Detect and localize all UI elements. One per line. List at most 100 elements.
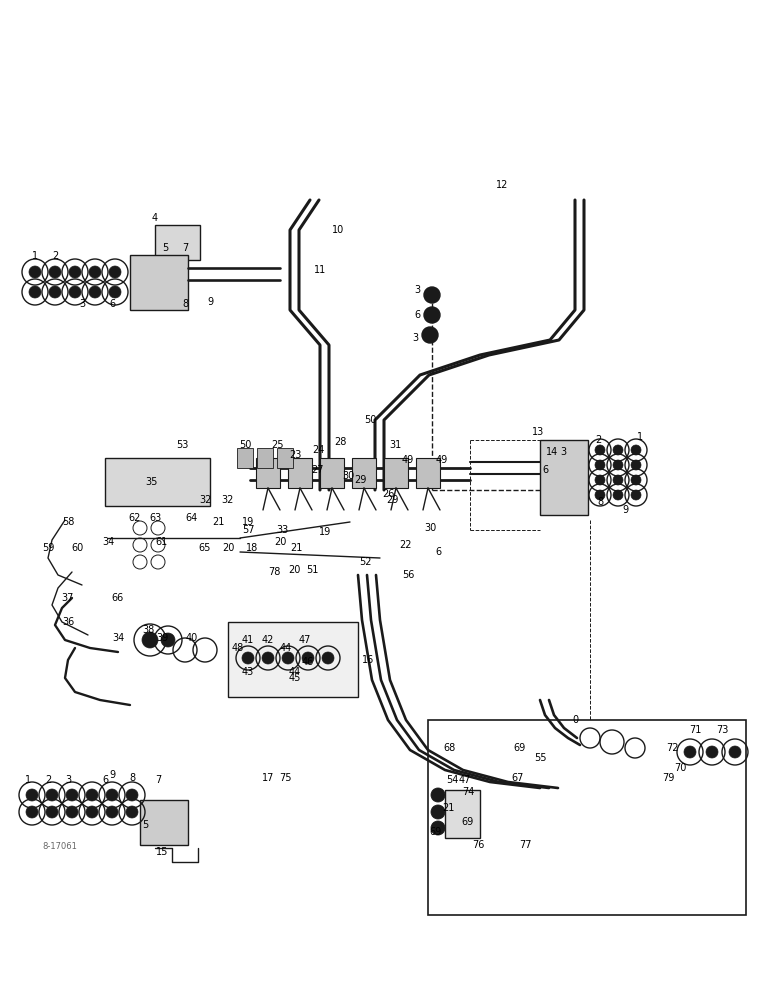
Circle shape — [595, 490, 605, 500]
Text: 5: 5 — [162, 243, 168, 253]
Text: 23: 23 — [289, 450, 301, 460]
Text: 75: 75 — [279, 773, 291, 783]
Text: 21: 21 — [212, 517, 224, 527]
Text: 71: 71 — [689, 725, 701, 735]
Text: 1: 1 — [32, 251, 38, 261]
Text: 3: 3 — [412, 333, 418, 343]
Circle shape — [595, 460, 605, 470]
Text: 6: 6 — [542, 465, 548, 475]
Text: 6: 6 — [109, 299, 115, 309]
Text: 1: 1 — [637, 432, 643, 442]
Text: 7: 7 — [182, 243, 188, 253]
Text: 67: 67 — [512, 773, 524, 783]
Circle shape — [46, 789, 58, 801]
Text: 41: 41 — [242, 635, 254, 645]
Circle shape — [613, 475, 623, 485]
Circle shape — [66, 806, 78, 818]
Text: 69: 69 — [514, 743, 527, 753]
Circle shape — [631, 475, 641, 485]
Text: 27: 27 — [312, 465, 324, 475]
Text: 29: 29 — [354, 475, 366, 485]
Text: 51: 51 — [306, 565, 318, 575]
Text: 10: 10 — [332, 225, 344, 235]
Circle shape — [86, 806, 98, 818]
Circle shape — [29, 286, 41, 298]
Text: 78: 78 — [268, 567, 280, 577]
Text: 6: 6 — [414, 310, 420, 320]
Text: 4: 4 — [152, 213, 158, 223]
Circle shape — [89, 286, 101, 298]
Text: 47: 47 — [299, 635, 311, 645]
Text: 50: 50 — [364, 415, 376, 425]
Circle shape — [86, 789, 98, 801]
Text: 69: 69 — [462, 817, 474, 827]
Bar — [140, 800, 188, 845]
Text: 44: 44 — [280, 643, 292, 653]
Bar — [416, 458, 440, 488]
Text: 13: 13 — [532, 427, 544, 437]
Text: 79: 79 — [662, 773, 674, 783]
Text: 19: 19 — [319, 527, 331, 537]
Text: 21: 21 — [290, 543, 302, 553]
Bar — [320, 458, 344, 488]
Text: 66: 66 — [112, 593, 124, 603]
Text: 30: 30 — [424, 523, 436, 533]
Text: 2: 2 — [595, 435, 601, 445]
Text: 36: 36 — [62, 617, 74, 627]
Text: 3: 3 — [414, 285, 420, 295]
Text: 0: 0 — [572, 715, 578, 725]
Text: 68: 68 — [444, 743, 456, 753]
Circle shape — [613, 445, 623, 455]
Text: 11: 11 — [314, 265, 326, 275]
Circle shape — [262, 652, 274, 664]
Text: 34: 34 — [112, 633, 124, 643]
Text: 47: 47 — [459, 775, 471, 785]
Circle shape — [26, 806, 38, 818]
Text: 45: 45 — [289, 673, 301, 683]
Text: 60: 60 — [72, 543, 84, 553]
Bar — [288, 458, 312, 488]
Text: 8: 8 — [129, 773, 135, 783]
Circle shape — [126, 806, 138, 818]
Bar — [277, 448, 293, 468]
Text: 37: 37 — [62, 593, 74, 603]
Text: 7: 7 — [155, 775, 161, 785]
Text: 49: 49 — [402, 455, 414, 465]
Bar — [428, 720, 746, 915]
Circle shape — [595, 475, 605, 485]
Text: 42: 42 — [262, 635, 274, 645]
Text: 48: 48 — [232, 643, 244, 653]
Text: 73: 73 — [716, 725, 728, 735]
Text: 64: 64 — [186, 513, 198, 523]
Text: 74: 74 — [462, 787, 474, 797]
Text: 6: 6 — [435, 547, 441, 557]
Text: 63: 63 — [149, 513, 161, 523]
Text: 3: 3 — [79, 299, 85, 309]
Text: 20: 20 — [222, 543, 234, 553]
Text: 19: 19 — [242, 517, 254, 527]
Circle shape — [126, 789, 138, 801]
Text: 54: 54 — [445, 775, 459, 785]
Circle shape — [49, 286, 61, 298]
Text: 17: 17 — [262, 773, 274, 783]
Text: 52: 52 — [359, 557, 371, 567]
Circle shape — [49, 266, 61, 278]
Text: 61: 61 — [156, 537, 168, 547]
Circle shape — [613, 460, 623, 470]
Circle shape — [684, 746, 696, 758]
Circle shape — [69, 266, 81, 278]
Text: 5: 5 — [142, 820, 148, 830]
Circle shape — [706, 746, 718, 758]
Circle shape — [613, 490, 623, 500]
Bar — [228, 622, 358, 697]
Text: 55: 55 — [533, 753, 547, 763]
Circle shape — [142, 632, 158, 648]
Text: 46: 46 — [302, 657, 314, 667]
Circle shape — [69, 286, 81, 298]
Text: 33: 33 — [276, 525, 288, 535]
Text: 9: 9 — [622, 505, 628, 515]
Text: 77: 77 — [519, 840, 531, 850]
Text: 8-17061: 8-17061 — [42, 842, 77, 851]
Circle shape — [282, 652, 294, 664]
Text: 8: 8 — [597, 497, 603, 507]
